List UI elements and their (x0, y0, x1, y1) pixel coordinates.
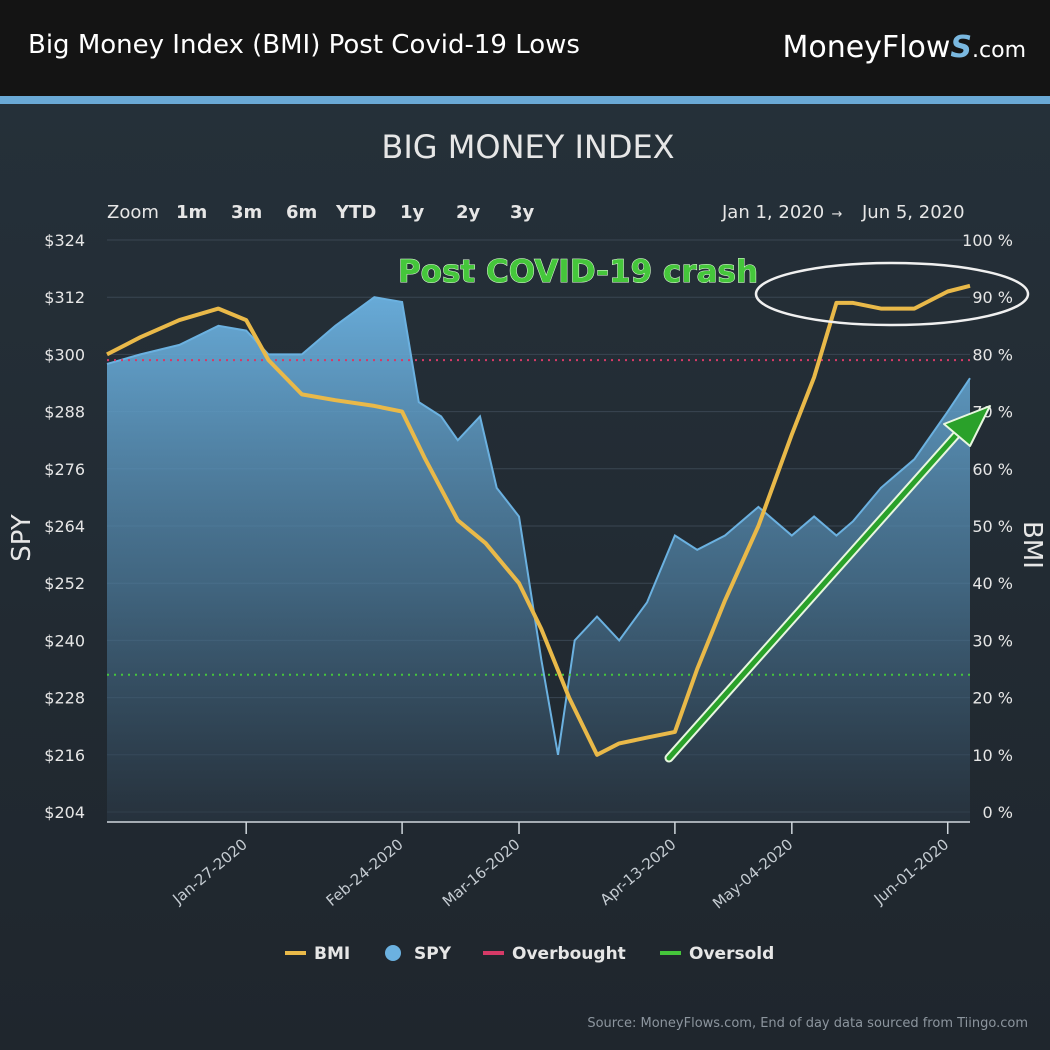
x-axis: Jan-27-2020 Feb-24-2020 Mar-16-2020 Apr-13-… (169, 822, 952, 913)
date-range-from[interactable]: Jan 1, 2020 (721, 202, 824, 223)
spy-area (107, 297, 970, 822)
spy-series-line (106, 296, 971, 755)
y-axis-left-title: SPY (7, 514, 37, 562)
legend-item-overbought[interactable]: Overbought (483, 944, 626, 964)
date-range-arrow: → (832, 207, 843, 222)
zoom-6m-button[interactable]: 6m (286, 202, 317, 223)
x-tick-label: Mar-16-2020 (439, 835, 524, 910)
brand-tld: .com (972, 38, 1026, 63)
y-right-tick-label: 50 % (972, 517, 1013, 536)
y-left-tick-label: $288 (44, 403, 85, 422)
y-left-tick-label: $264 (44, 517, 85, 536)
y-axis-left: $324 $312 $300 $288 $276 $264 $252 $240 $228 $216… (44, 231, 85, 822)
legend-label-overbought: Overbought (512, 944, 626, 964)
zoom-controls: Zoom 1m 3m 6m YTD 1y 2y 3y (107, 202, 535, 223)
y-left-tick-label: $252 (44, 574, 85, 593)
zoom-1y-button[interactable]: 1y (400, 202, 425, 223)
zoom-3y-button[interactable]: 3y (510, 202, 535, 223)
chart-title: BIG MONEY INDEX (381, 128, 674, 166)
legend-label-oversold: Oversold (689, 944, 774, 964)
y-axis-right: 100 %90 %80 %70 %60 %50 %40 %30 %20 %10 … (962, 231, 1013, 822)
date-range-to[interactable]: Jun 5, 2020 (861, 202, 965, 223)
brand-main: MoneyFlow (782, 30, 951, 65)
legend-swatch-spy (385, 945, 401, 961)
y-right-tick-label: 0 % (983, 803, 1013, 822)
zoom-ytd-button[interactable]: YTD (335, 202, 376, 223)
legend-label-bmi: BMI (314, 944, 350, 964)
y-right-tick-label: 90 % (972, 288, 1013, 307)
zoom-2y-button[interactable]: 2y (456, 202, 481, 223)
x-tick-label: Feb-24-2020 (323, 835, 407, 910)
x-tick-label: May-04-2020 (709, 835, 796, 912)
y-left-tick-label: $324 (44, 231, 85, 250)
y-right-tick-label: 100 % (962, 231, 1013, 250)
y-right-tick-label: 20 % (972, 689, 1013, 708)
header-divider (0, 96, 1050, 104)
page-header: Big Money Index (BMI) Post Covid-19 Lows… (0, 0, 1050, 96)
y-axis-right-title: BMI (1017, 521, 1047, 569)
y-left-tick-label: $312 (44, 288, 85, 307)
zoom-1m-button[interactable]: 1m (176, 202, 207, 223)
y-left-tick-label: $276 (44, 460, 85, 479)
y-right-tick-label: 40 % (972, 574, 1013, 593)
y-left-tick-label: $216 (44, 746, 85, 765)
y-left-tick-label: $240 (44, 631, 85, 650)
legend-item-oversold[interactable]: Oversold (660, 944, 774, 964)
source-footnote: Source: MoneyFlows.com, End of day data … (587, 1016, 1028, 1031)
y-right-tick-label: 80 % (972, 345, 1013, 364)
legend-label-spy: SPY (414, 944, 452, 964)
x-tick-label: Jan-27-2020 (169, 835, 251, 908)
legend-item-bmi[interactable]: BMI (285, 944, 350, 964)
y-right-tick-label: 30 % (972, 631, 1013, 650)
x-tick-label: Jun-01-2020 (870, 835, 952, 908)
y-left-tick-label: $228 (44, 689, 85, 708)
y-left-tick-label: $204 (44, 803, 85, 822)
y-right-tick-label: 60 % (972, 460, 1013, 479)
y-right-tick-label: 10 % (972, 746, 1013, 765)
x-tick-label: Apr-13-2020 (597, 835, 680, 909)
annotation-text: Post COVID-19 crash (398, 254, 758, 290)
y-left-tick-label: $300 (44, 345, 85, 364)
brand-s-mark: S (950, 30, 973, 65)
page-title: Big Money Index (BMI) Post Covid-19 Lows (28, 30, 580, 60)
zoom-3m-button[interactable]: 3m (231, 202, 262, 223)
legend-item-spy[interactable]: SPY (385, 944, 452, 964)
bmi-series-line (106, 283, 971, 757)
brand-logo: MoneyFlowS.com (782, 30, 1026, 65)
trend-arrow (664, 405, 991, 763)
chart-legend: BMI SPY Overbought Oversold (285, 944, 774, 964)
annotation-ellipse (754, 261, 1030, 327)
zoom-label: Zoom (107, 202, 159, 223)
